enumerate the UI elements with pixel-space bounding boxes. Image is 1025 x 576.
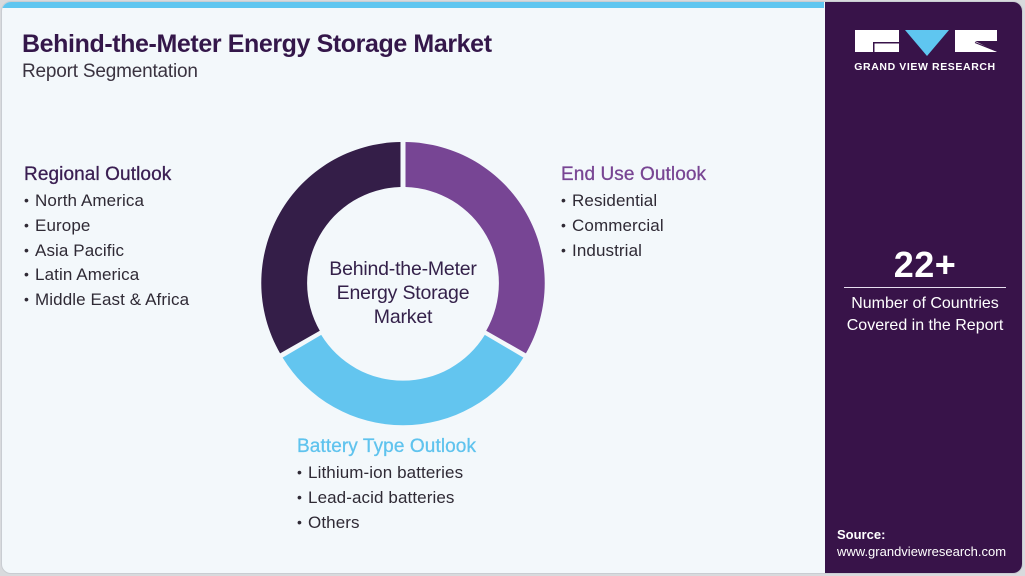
countries-label-line: Number of Countries xyxy=(851,295,999,312)
regional-outlook-heading: Regional Outlook xyxy=(24,164,172,185)
stat-divider xyxy=(844,287,1006,288)
list-item: Industrial xyxy=(561,239,706,264)
donut-segment-battery-type xyxy=(282,334,524,426)
main-panel: Behind-the-Meter Energy Storage Market R… xyxy=(2,2,824,573)
source-label: Source: xyxy=(837,527,886,542)
page-subtitle: Report Segmentation xyxy=(22,61,198,82)
donut-segment-end-use xyxy=(405,142,545,354)
list-item: Others xyxy=(297,511,476,536)
donut-center-label: Behind-the-Meter Energy Storage Market xyxy=(302,257,504,329)
end-use-outlook-list: Residential Commercial Industrial xyxy=(561,189,706,263)
list-item: Middle East & Africa xyxy=(24,288,189,313)
donut-center-line: Market xyxy=(373,306,433,328)
donut-segment-regional xyxy=(261,142,401,354)
grand-view-research-logo-icon xyxy=(855,30,997,56)
list-item: North America xyxy=(24,189,189,214)
brand-name: GRAND VIEW RESEARCH xyxy=(854,61,996,73)
list-item: Commercial xyxy=(561,214,706,239)
source-url: www.grandviewresearch.com xyxy=(837,544,1007,559)
list-item: Europe xyxy=(24,214,189,239)
battery-type-outlook-block: Battery Type Outlook Lithium-ion batteri… xyxy=(297,436,476,535)
list-item: Lead-acid batteries xyxy=(297,486,476,511)
donut-center-line: Behind-the-Meter xyxy=(329,258,477,280)
countries-label-line: Covered in the Report xyxy=(846,317,1004,334)
segmentation-donut xyxy=(261,142,545,426)
page-title: Behind-the-Meter Energy Storage Market xyxy=(22,30,492,58)
countries-count: 22+ xyxy=(893,244,957,285)
list-item: Residential xyxy=(561,189,706,214)
donut-center-line: Energy Storage xyxy=(336,282,470,304)
accent-bar xyxy=(2,2,824,8)
end-use-outlook-block: End Use Outlook Residential Commercial I… xyxy=(561,164,706,263)
countries-label: Number of Countries Covered in the Repor… xyxy=(825,293,1022,337)
list-item: Lithium-ion batteries xyxy=(297,461,476,486)
list-item: Asia Pacific xyxy=(24,239,189,264)
battery-type-outlook-heading: Battery Type Outlook xyxy=(297,436,477,457)
regional-outlook-block: Regional Outlook North America Europe As… xyxy=(24,164,189,313)
battery-type-outlook-list: Lithium-ion batteries Lead-acid batterie… xyxy=(297,461,476,535)
end-use-outlook-heading: End Use Outlook xyxy=(561,164,707,185)
sidebar: GRAND VIEW RESEARCH 22+ Number of Countr… xyxy=(825,2,1022,573)
list-item: Latin America xyxy=(24,263,189,288)
regional-outlook-list: North America Europe Asia Pacific Latin … xyxy=(24,189,189,313)
